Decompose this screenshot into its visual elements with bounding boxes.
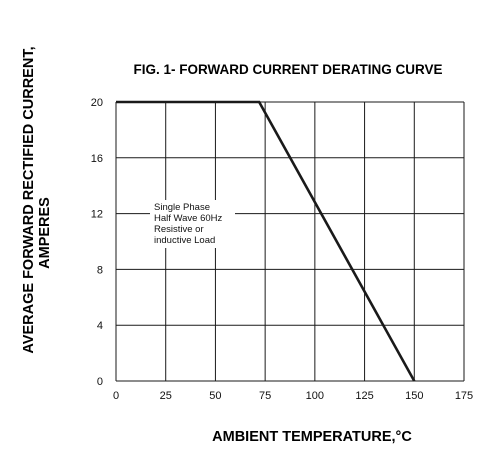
annotation-line-1: Single Phase [154,202,210,213]
y-tick-label: 12 [91,209,103,221]
annotation-line-3: Resistive or [154,224,204,235]
x-tick-label: 50 [209,390,221,402]
y-tick-label: 4 [97,320,103,332]
annotation-line-2: Half Wave 60Hz [154,213,223,224]
x-tick-label: 150 [405,390,423,402]
y-tick-label: 16 [91,153,103,165]
series-group [115,100,416,382]
annotation: Single Phase Half Wave 60Hz Resistive or… [150,200,235,248]
x-tick-label: 0 [113,390,119,402]
y-tick-label: 20 [91,97,103,109]
y-tick-label: 0 [97,376,103,388]
annotation-background [150,200,235,248]
annotation-line-4: inductive Load [154,235,215,246]
tick-labels: 0 25 50 75 100 125 150 175 0 4 8 12 16 20 [91,97,473,402]
y-axis-label-line-1: AVERAGE FORWARD RECTIFIED CURRENT, [21,46,37,353]
x-tick-label: 25 [160,390,172,402]
y-axis-label-line-2: AMPERES [37,197,53,269]
x-tick-label: 125 [355,390,373,402]
x-tick-label: 175 [455,390,473,402]
x-axis-label: AMBIENT TEMPERATURE,°C [212,429,412,445]
x-tick-label: 75 [259,390,271,402]
chart-title: FIG. 1- FORWARD CURRENT DERATING CURVE [133,62,442,77]
x-tick-label: 100 [306,390,324,402]
y-tick-label: 8 [97,264,103,276]
